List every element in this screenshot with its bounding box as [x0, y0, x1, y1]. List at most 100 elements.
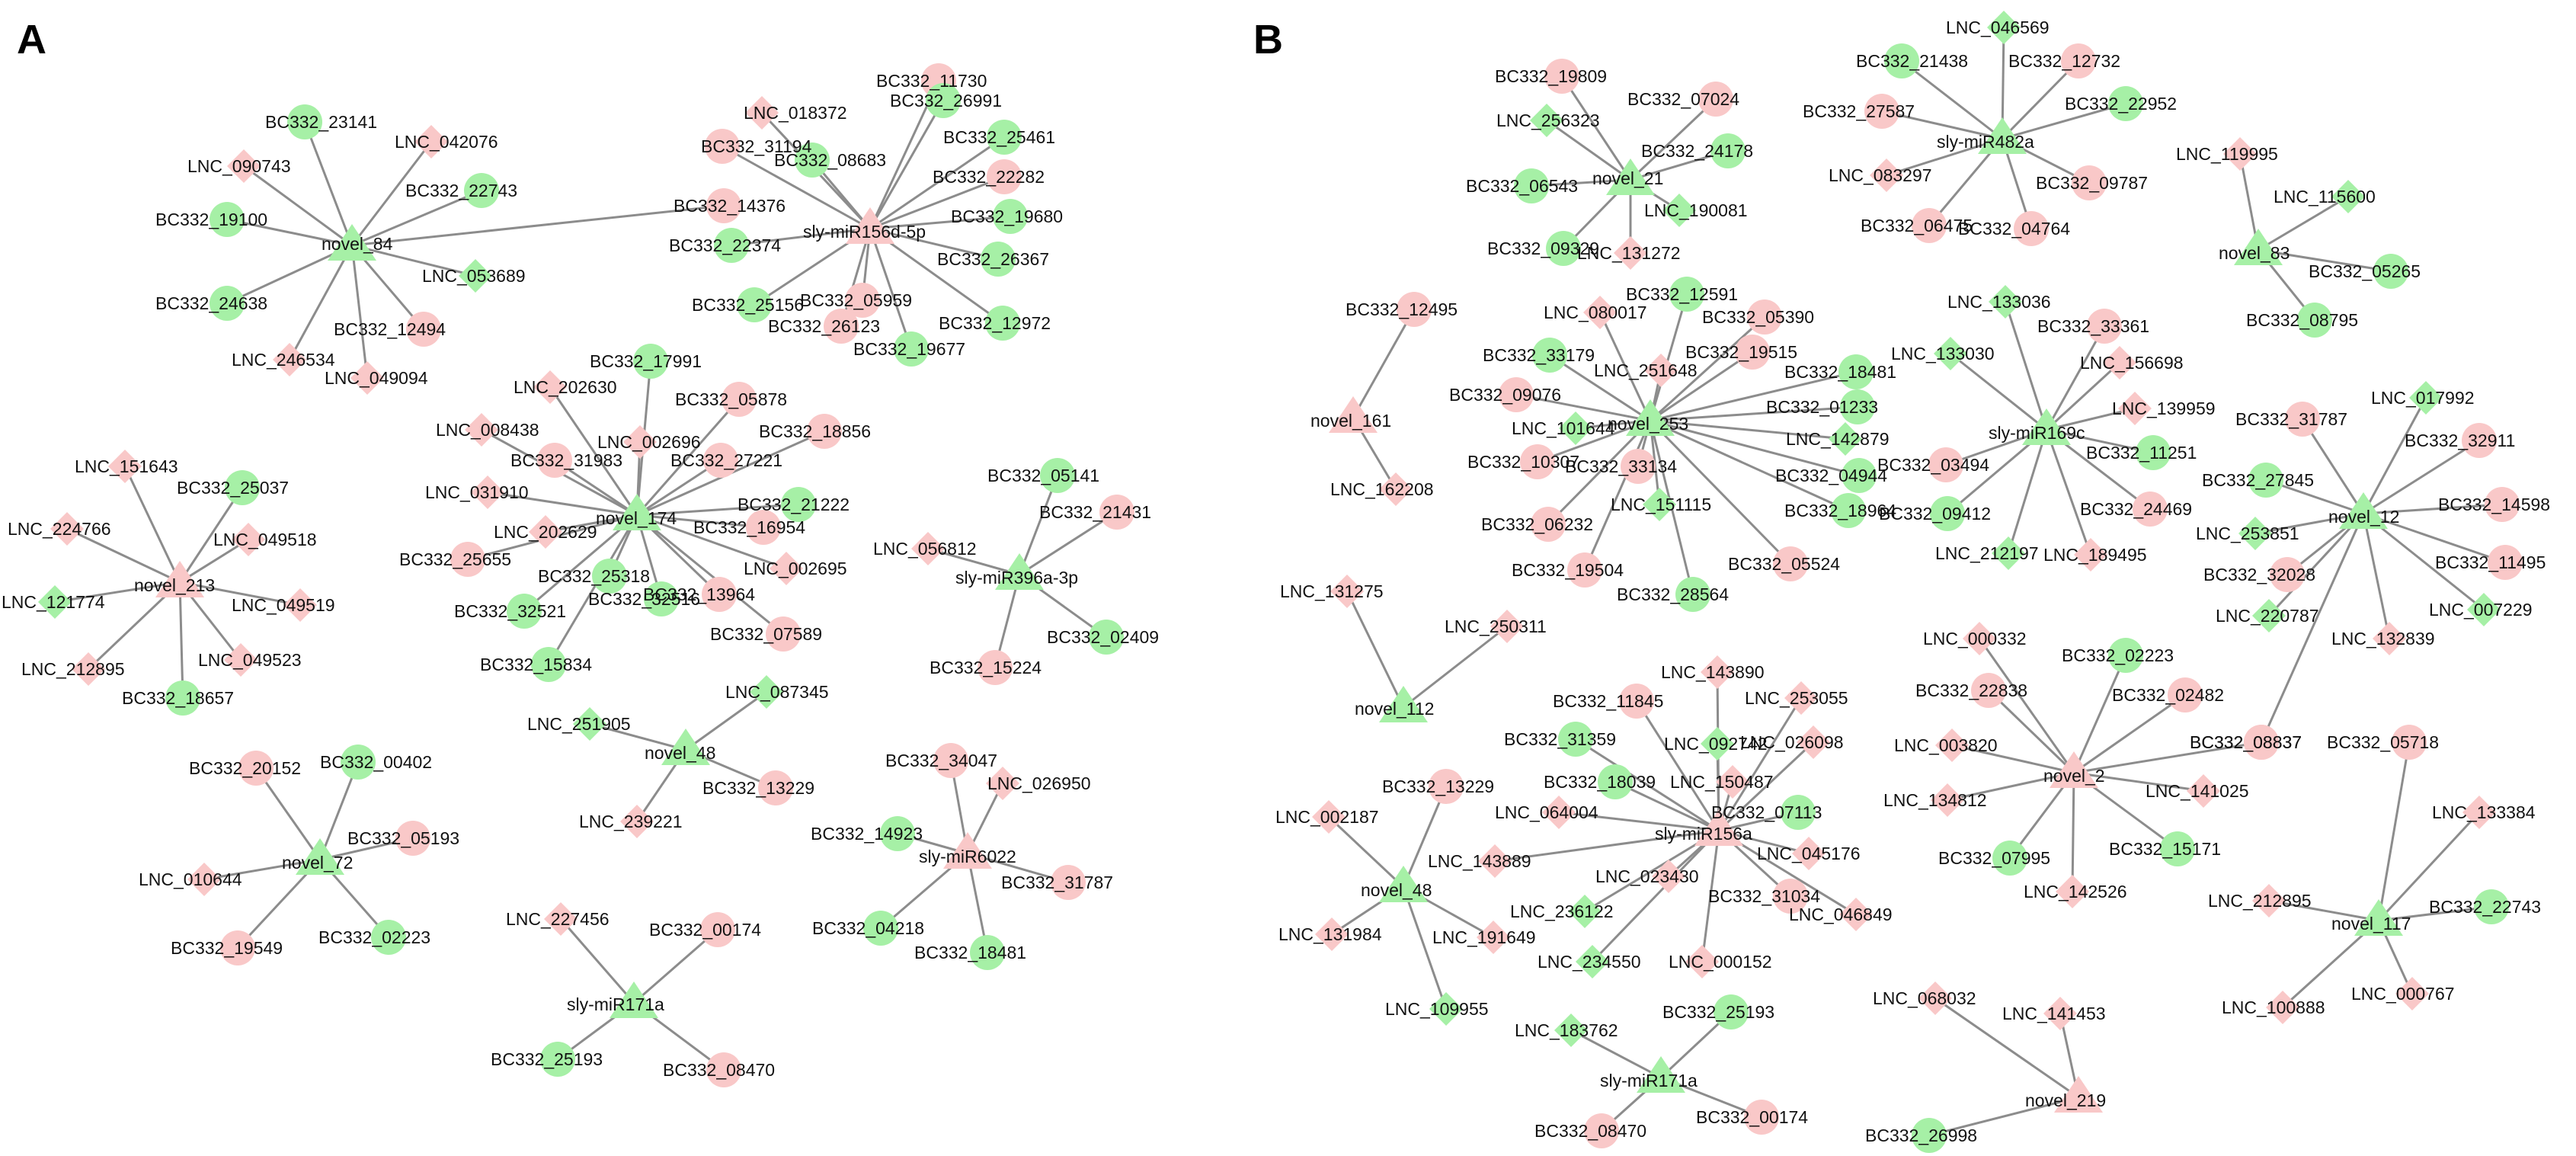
mirna-hub-a-sly-mir171a: [610, 981, 658, 1018]
edge-b-novel-21-lnc-256323: [1546, 119, 1631, 181]
gene-node-bc332-32028: [2270, 557, 2305, 592]
edge-b-sly-mir156a-bc332-11845: [1635, 700, 1720, 831]
edge-a-novel-84-bc332-14376: [351, 204, 725, 247]
edge-b-novel-83-lnc-115600: [2258, 195, 2349, 251]
gene-node-bc332-22838: [1971, 673, 2006, 708]
edge-b-novel-253-bc332-09076: [1515, 393, 1651, 422]
gene-node-bc332-04218: [863, 911, 898, 946]
gene-node-bc332-26367: [981, 242, 1016, 277]
lncrna-node-lnc-064004: [1542, 796, 1576, 829]
node-label-bc332-12972: BC332_12972: [939, 313, 1051, 333]
node-label-bc332-31787: BC332_31787: [1001, 873, 1113, 892]
edge-b-sly-mir169c-lnc-156698: [2045, 361, 2121, 431]
lncrna-node-lnc-131984: [1315, 917, 1349, 951]
node-label-bc332-31787: BC332_31787: [2235, 409, 2347, 429]
lncrna-node-lnc-046569: [1987, 11, 2021, 44]
node-label-bc332-05193: BC332_05193: [347, 828, 459, 848]
gene-node-bc332-33134: [1621, 449, 1656, 484]
node-label-bc332-27587: BC332_27587: [1803, 101, 1915, 121]
gene-node-bc332-05959: [845, 283, 880, 318]
edge-a-novel-48-lnc-251905: [589, 722, 686, 751]
node-label-bc332-22743: BC332_22743: [2429, 897, 2541, 917]
node-label-bc332-06232: BC332_06232: [1481, 514, 1593, 534]
lncrna-node-lnc-080017: [1583, 296, 1617, 329]
node-label-bc332-09412: BC332_09412: [1879, 504, 1991, 524]
gene-node-bc332-05878: [722, 382, 757, 417]
hub-label-novel-112: novel_112: [1355, 699, 1434, 719]
node-label-bc332-22374: BC332_22374: [669, 235, 781, 255]
gene-node-bc332-18481: [970, 935, 1005, 970]
lncrna-node-lnc-133384: [2462, 796, 2496, 829]
mirna-hub-b-sly-mir171a: [1637, 1056, 1685, 1093]
node-label-bc332-12494: BC332_12494: [334, 319, 446, 339]
panel-label-a: A: [17, 17, 46, 62]
node-label-lnc-141025: LNC_141025: [2146, 781, 2249, 801]
mirna-hub-b-novel-21: [1606, 159, 1655, 195]
hub-label-sly-mir482a: sly-miR482a: [1937, 132, 2034, 152]
lncrna-node-lnc-002187: [1312, 800, 1346, 834]
node-label-bc332-32521: BC332_32521: [454, 601, 566, 621]
lncrna-node-lnc-049523: [224, 643, 258, 677]
node-label-bc332-18481: BC332_18481: [1784, 362, 1896, 382]
node-label-bc332-33179: BC332_33179: [1483, 345, 1595, 365]
node-label-lnc-064004: LNC_064004: [1495, 802, 1598, 822]
gene-node-bc332-08795: [2297, 303, 2332, 338]
lncrna-node-lnc-087345: [750, 675, 783, 709]
node-label-bc332-22952: BC332_22952: [2065, 94, 2177, 114]
node-label-bc332-05141: BC332_05141: [987, 466, 1099, 485]
gene-node-bc332-10307: [1520, 444, 1555, 479]
gene-node-bc332-19680: [993, 199, 1028, 234]
edge-b-sly-mir156a-lnc-253055: [1717, 697, 1803, 831]
lncrna-node-lnc-142526: [2056, 875, 2089, 908]
gene-node-bc332-05193: [395, 821, 430, 856]
gene-node-bc332-19809: [1544, 59, 1579, 94]
gene-node-bc332-09787: [2072, 165, 2107, 200]
edge-b-novel-2-bc332-02223: [2072, 655, 2127, 773]
gene-node-bc332-28564: [1675, 577, 1710, 612]
node-label-bc332-22743: BC332_22743: [405, 181, 517, 200]
edge-a-sly-mir156d-5p-bc332-26991: [869, 100, 945, 229]
node-label-bc332-10307: BC332_10307: [1467, 452, 1579, 472]
mirna-hub-b-novel-2: [2050, 751, 2098, 788]
lncrna-node-lnc-151643: [108, 450, 142, 483]
edge-b-sly-mir169c-lnc-189495: [2045, 429, 2092, 556]
lncrna-node-lnc-202630: [533, 370, 567, 404]
node-label-lnc-000152: LNC_000152: [1669, 952, 1772, 972]
lncrna-node-lnc-134812: [1931, 783, 1964, 817]
gene-node-bc332-02223: [371, 920, 406, 955]
gene-node-bc332-13229: [758, 770, 793, 805]
lncrna-node-lnc-049519: [283, 588, 317, 622]
mirna-hub-a-novel-72: [296, 838, 344, 875]
mirna-hub-b-sly-mir156a: [1694, 809, 1743, 846]
node-label-bc332-14376: BC332_14376: [674, 196, 786, 216]
gene-node-bc332-21438: [1884, 43, 1919, 78]
node-label-lnc-008438: LNC_008438: [436, 420, 539, 440]
edge-b-novel-2-lnc-003820: [1951, 744, 2075, 774]
node-label-lnc-131275: LNC_131275: [1280, 581, 1384, 601]
edge-b-novel-48-lnc-109955: [1402, 886, 1448, 1010]
node-label-bc332-24638: BC332_24638: [155, 293, 267, 313]
edge-b-sly-mir156a-lnc-026098: [1717, 741, 1815, 832]
edge-b-novel-2-lnc-000332: [1978, 638, 2075, 773]
edge-b-sly-mir482a-bc332-12732: [2001, 59, 2080, 140]
lncrna-node-lnc-000767: [2395, 977, 2429, 1010]
lncrna-node-lnc-083297: [1870, 159, 1903, 192]
node-label-lnc-202630: LNC_202630: [514, 377, 617, 397]
node-label-bc332-08683: BC332_08683: [774, 150, 886, 170]
node-label-lnc-053689: LNC_053689: [422, 266, 526, 286]
node-label-bc332-06475: BC332_06475: [1861, 216, 1973, 235]
node-label-bc332-02482: BC332_02482: [2112, 685, 2224, 705]
edge-a-novel-174-lnc-202630: [549, 386, 638, 516]
node-label-bc332-24178: BC332_24178: [1641, 141, 1753, 161]
node-label-lnc-002696: LNC_002696: [597, 432, 701, 452]
node-label-lnc-202629: LNC_202629: [494, 522, 597, 542]
node-label-bc332-05524: BC332_05524: [1728, 554, 1840, 574]
mirna-hub-b-novel-83: [2234, 229, 2283, 265]
node-label-bc332-05718: BC332_05718: [2327, 732, 2439, 752]
gene-node-bc332-32516: [644, 581, 679, 616]
node-label-bc332-25037: BC332_25037: [177, 478, 289, 498]
lncrna-node-lnc-109955: [1429, 992, 1463, 1026]
edge-b-novel-112-lnc-131275: [1346, 591, 1405, 708]
edge-b-novel-253-bc332-18481: [1650, 370, 1857, 422]
edge-b-novel-253-lnc-142879: [1650, 419, 1846, 440]
